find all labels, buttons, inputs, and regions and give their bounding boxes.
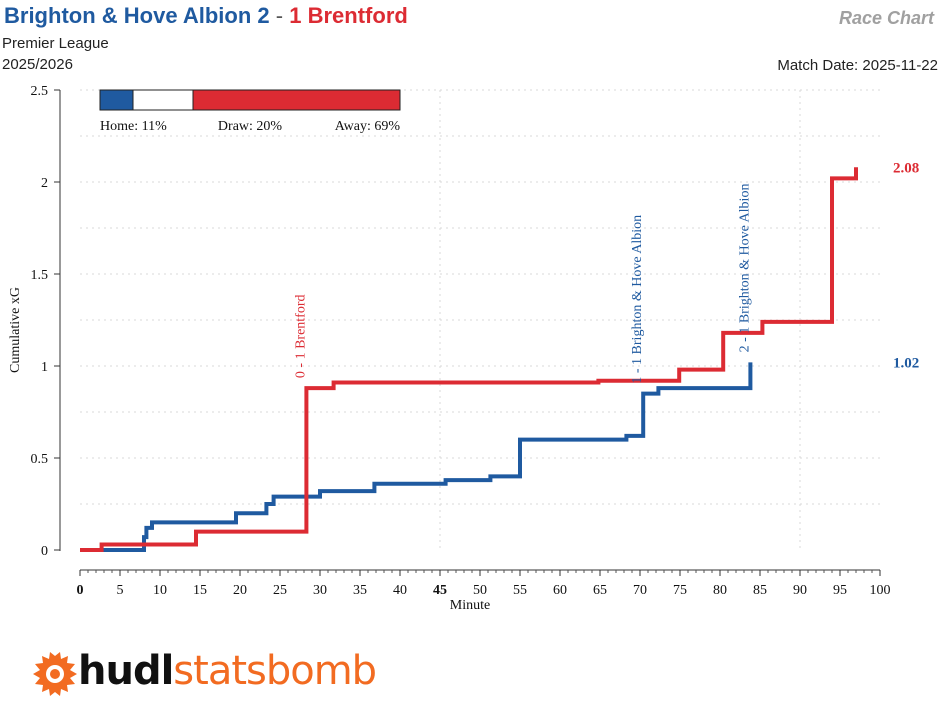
x-tick-label: 45 [433,583,447,598]
x-tick-label: 60 [553,583,567,598]
competition-name: Premier League [2,35,109,52]
x-tick-label: 85 [753,583,767,598]
goal-annotations: 0 - 1 Brentford 1 - 1 Brighton & Hove Alb… [293,184,752,384]
race-chart-label: Race Chart [838,8,934,28]
home-xg-line [80,362,753,552]
y-tick-label: 2 [41,176,48,191]
x-tick-label: 5 [117,583,124,598]
probability-bar: Home: 11% Draw: 20% Away: 69% [99,89,401,134]
race-chart: 0 0.5 1 1.5 2 2.5 Cumulative xG 0 5 10 15 20 25 30 35 4… [8,84,919,613]
prob-home-label: Home: 11% [100,119,167,134]
home-team-name: Brighton & Hove Albion [4,3,252,28]
x-tick-label: 0 [77,583,84,598]
prob-away-segment [192,89,401,111]
y-tick-label: 0 [41,544,48,559]
x-tick-label: 80 [713,583,727,598]
x-tick-label: 20 [233,583,247,598]
x-tick-label: 70 [633,583,647,598]
match-date: Match Date: 2025-11-22 [777,57,938,74]
brand-statsbomb: statsbomb [173,648,377,694]
brand-hudl: hudl [78,648,174,694]
series-lines: 1.02 2.08 [80,160,919,552]
score-separator: - [275,3,284,28]
x-tick-label: 40 [393,583,407,598]
x-tick-label: 100 [870,583,891,598]
y-tick-label: 2.5 [31,84,49,99]
prob-draw-label: Draw: 20% [218,119,282,134]
away-xg-line [80,167,858,552]
statsbomb-logo-icon [33,652,77,696]
prob-draw-segment [132,89,194,111]
goal-annotation-1: 0 - 1 Brentford [293,294,308,378]
y-axis-title: Cumulative xG [8,287,23,373]
x-tick-label: 35 [353,583,367,598]
brand-wordmark: hudlstatsbomb [78,648,377,694]
x-tick-label: 90 [793,583,807,598]
prob-away-label: Away: 69% [335,119,401,134]
y-tick-label: 1 [41,360,48,375]
x-tick-label: 55 [513,583,527,598]
axes: 0 0.5 1 1.5 2 2.5 Cumulative xG 0 5 10 15 20 25 30 35 4… [8,84,891,613]
goal-annotation-3: 2 - 1 Brighton & Hove Albion [737,184,752,353]
goal-annotation-2: 1 - 1 Brighton & Hove Albion [630,215,645,384]
match-title: Brighton & Hove Albion 2 - 1 Brentford [4,3,408,29]
x-tick-label: 15 [193,583,207,598]
x-axis-title: Minute [450,598,490,613]
y-tick-label: 0.5 [31,452,49,467]
x-tick-label: 25 [273,583,287,598]
away-xg-final-label: 2.08 [893,160,919,176]
x-tick-label: 50 [473,583,487,598]
away-score: 1 [289,3,302,28]
prob-home-segment [99,89,134,111]
x-tick-label: 30 [313,583,327,598]
x-tick-label: 10 [153,583,167,598]
away-team-name: Brentford [307,3,408,28]
season-label: 2025/2026 [2,56,73,73]
grid-lines [80,89,880,550]
x-tick-label: 65 [593,583,607,598]
x-tick-label: 75 [673,583,687,598]
home-score: 2 [257,3,270,28]
x-tick-label: 95 [833,583,847,598]
home-xg-final-label: 1.02 [893,355,919,371]
y-tick-label: 1.5 [31,268,49,283]
